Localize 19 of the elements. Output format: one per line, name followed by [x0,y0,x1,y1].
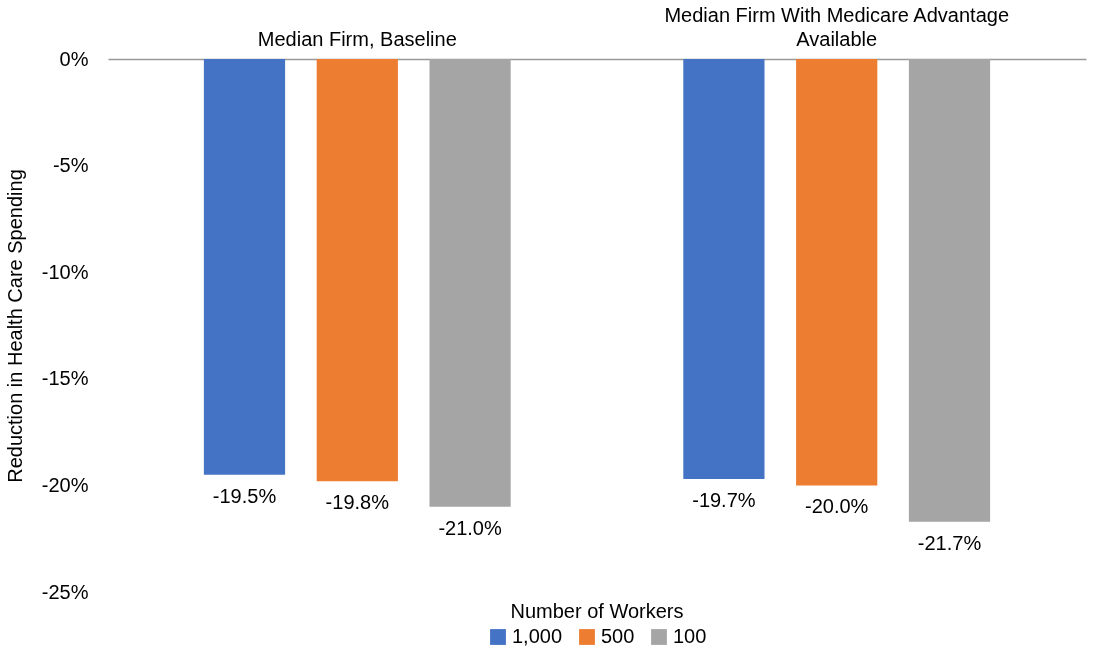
y-tick-label: -25% [41,580,89,603]
legend-label: 100 [673,625,707,647]
y-tick-label: 0% [59,47,89,70]
x-tick-label: Median Firm, Baseline [257,27,457,50]
legend-label: 500 [601,625,635,647]
y-tick-label: -10% [41,260,89,283]
data-label: -21.0% [438,516,502,539]
y-tick-label: -5% [52,154,89,177]
data-label: -20.0% [805,495,869,518]
data-label: -19.5% [212,484,277,507]
x-tick-label: Median Firm With Medicare Advantage Available [664,3,1009,50]
data-label: -21.7% [917,531,982,554]
legend-label: 1,000 [512,625,563,647]
data-label: -19.7% [692,489,756,511]
y-tick-label: -15% [41,367,89,390]
data-label: -19.8% [325,491,390,514]
legend-title: Number of Workers [510,600,684,622]
y-axis-title: Reduction in Health Care Spending [3,169,26,483]
y-tick-label: -20% [41,473,89,496]
